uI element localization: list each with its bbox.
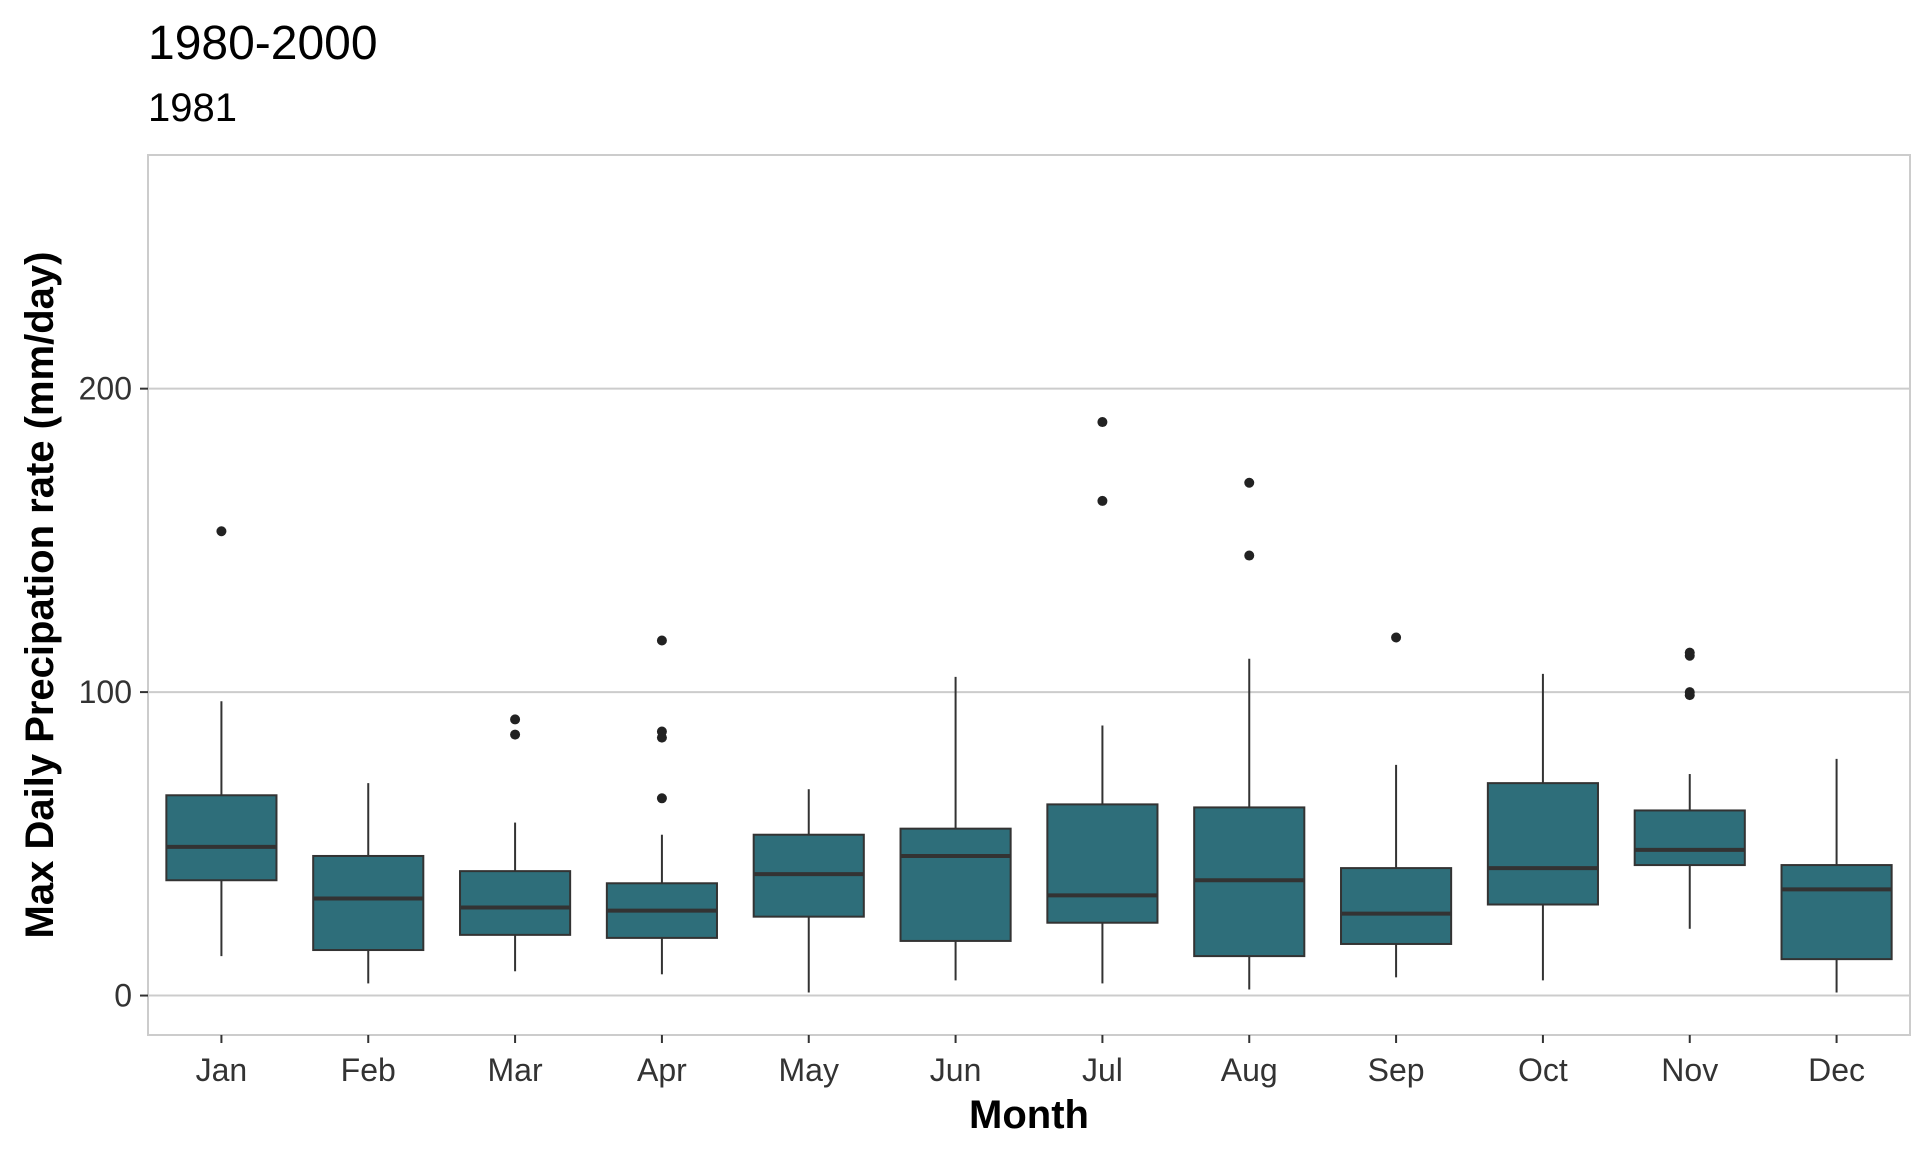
iqr-box (1046, 803, 1159, 924)
x-tick-label: Oct (1518, 1052, 1568, 1088)
box-apr (605, 635, 718, 975)
outlier-point (1097, 495, 1108, 506)
x-tick-label: Dec (1808, 1052, 1865, 1088)
x-tick-label: Mar (488, 1052, 543, 1088)
x-tick-label: May (779, 1052, 839, 1088)
outlier-point (510, 714, 521, 725)
iqr-box (459, 870, 572, 936)
box-sep (1340, 632, 1453, 978)
outlier-point (1097, 417, 1108, 428)
x-tick-label: Jul (1082, 1052, 1123, 1088)
x-tick-label: Nov (1661, 1052, 1718, 1088)
iqr-box (1340, 867, 1453, 945)
box-feb (312, 783, 425, 984)
y-axis-title: Max Daily Precipation rate (mm/day) (18, 252, 62, 939)
plot-panel-border (147, 154, 1911, 1036)
box-dec (1780, 758, 1893, 993)
outlier-point (1244, 477, 1255, 488)
outlier-point (1684, 647, 1695, 658)
x-tick-label: Feb (341, 1052, 396, 1088)
box-jul (1046, 417, 1159, 984)
x-tick-labels: Jan Feb Mar Apr May Jun Jul Aug Sep Oct Nov Dec (196, 1035, 1865, 1088)
y-tick-label: 100 (79, 674, 132, 710)
x-axis-title: Month (969, 1093, 1089, 1137)
box-aug (1193, 477, 1306, 990)
box-mar (459, 714, 572, 972)
box-series (165, 417, 1893, 993)
iqr-box (1780, 864, 1893, 961)
box-jan (165, 526, 278, 957)
y-tick-label: 200 (79, 371, 132, 407)
outlier-point (216, 526, 227, 537)
x-tick-label: Jun (930, 1052, 982, 1088)
box-nov (1633, 647, 1746, 929)
x-tick-label: Sep (1368, 1052, 1425, 1088)
iqr-box (899, 827, 1012, 942)
x-tick-label: Jan (196, 1052, 248, 1088)
box-oct (1486, 673, 1599, 981)
iqr-box (1486, 782, 1599, 906)
outlier-point (1684, 687, 1695, 698)
chart-subtitle: 1981 (148, 86, 237, 130)
chart-title: 1980-2000 (148, 17, 378, 70)
outlier-point (1244, 550, 1255, 561)
grid-lines (148, 387, 1910, 997)
iqr-box (312, 854, 425, 952)
iqr-box (165, 794, 278, 882)
box-jun (899, 676, 1012, 981)
y-tick-label: 0 (114, 978, 132, 1014)
box-may (752, 789, 865, 993)
outlier-point (656, 635, 667, 646)
outlier-point (656, 793, 667, 804)
outlier-point (510, 729, 521, 740)
outlier-point (656, 726, 667, 737)
x-tick-label: Aug (1221, 1052, 1278, 1088)
iqr-box (1633, 809, 1746, 867)
x-tick-label: Apr (637, 1052, 687, 1088)
y-tick-labels: 0 100 200 (79, 371, 148, 1014)
outlier-point (1391, 632, 1402, 643)
